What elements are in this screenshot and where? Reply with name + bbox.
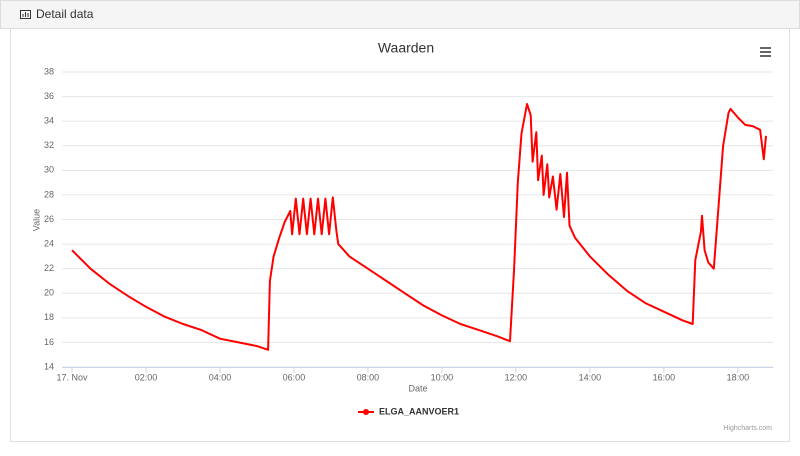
x-tick-label: 08:00: [357, 372, 380, 382]
panel-icon: [20, 10, 31, 19]
x-tick-label: 06:00: [283, 372, 306, 382]
y-tick-label: 18: [44, 312, 54, 322]
x-tick-label: 12:00: [505, 372, 528, 382]
y-tick-label: 28: [44, 189, 54, 199]
y-tick-label: 22: [44, 263, 54, 273]
y-tick-label: 38: [44, 66, 54, 76]
y-tick-label: 32: [44, 140, 54, 150]
menu-button[interactable]: [760, 47, 771, 57]
panel-header: [0, 0, 800, 29]
y-tick-label: 36: [44, 91, 54, 101]
x-tick-label: 10:00: [431, 372, 454, 382]
x-tick-label: 18:00: [727, 372, 750, 382]
legend-label[interactable]: ELGA_AANVOER1: [379, 406, 459, 416]
x-tick-label: 17. Nov: [56, 372, 88, 382]
y-axis-label: Value: [31, 209, 41, 231]
series-line: [71, 103, 767, 351]
y-tick-label: 30: [44, 165, 54, 175]
credits[interactable]: Highcharts.com: [723, 425, 772, 432]
y-tick-label: 14: [44, 361, 54, 371]
x-tick-label: 02:00: [135, 372, 158, 382]
panel-body: [10, 28, 790, 442]
legend-marker: [363, 409, 369, 415]
panel-title: Detail data: [36, 7, 94, 21]
x-tick-label: 14:00: [579, 372, 602, 382]
y-tick-label: 20: [44, 288, 54, 298]
chart-title: Waarden: [378, 40, 434, 56]
y-tick-label: 26: [44, 214, 54, 224]
y-tick-label: 24: [44, 238, 54, 248]
x-tick-label: 16:00: [653, 372, 676, 382]
x-tick-label: 04:00: [209, 372, 232, 382]
x-axis-label: Date: [408, 383, 427, 393]
y-tick-label: 16: [44, 337, 54, 347]
y-tick-label: 34: [44, 116, 54, 126]
